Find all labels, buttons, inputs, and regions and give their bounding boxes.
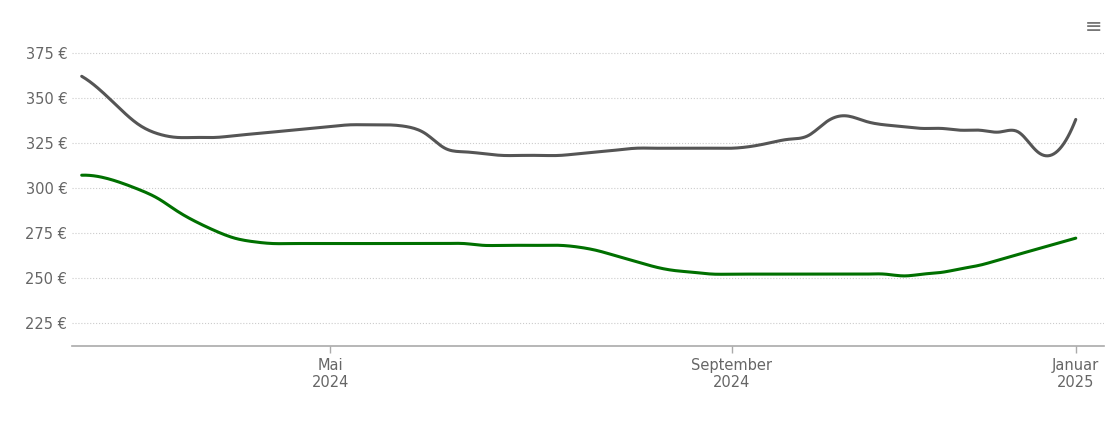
Text: ≡: ≡: [1084, 17, 1102, 37]
